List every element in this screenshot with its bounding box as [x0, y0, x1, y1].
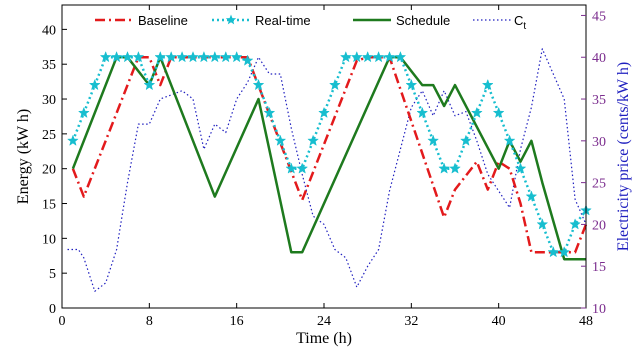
data-point: [285, 162, 298, 174]
axes: 0 8 16 24 32 40 48 0 5 10 15 20 25 30 35 40 10 15 20 25 30 35…: [15, 4, 632, 347]
x-tick-label: 48: [579, 314, 593, 329]
data-point: [121, 50, 134, 63]
data-point: [88, 78, 101, 91]
data-point: [274, 134, 287, 146]
legend-marker: [225, 14, 237, 25]
y2-tick-label: 10: [592, 302, 606, 317]
data-point: [503, 134, 516, 146]
data-point: [514, 162, 527, 174]
x-tick-label: 16: [230, 314, 244, 329]
data-point: [449, 162, 461, 174]
data-point: [318, 106, 330, 118]
data-point: [132, 50, 145, 63]
x-tick-label: 24: [317, 314, 331, 329]
data-point: [339, 50, 352, 63]
data-point: [219, 50, 232, 63]
data-point: [77, 106, 90, 118]
data-point: [547, 246, 560, 258]
data-point: [143, 78, 156, 91]
plot-frame: [61, 4, 587, 309]
data-point: [427, 134, 440, 146]
y2-tick-label: 20: [592, 218, 606, 233]
data-point: [350, 50, 363, 63]
data-point: [361, 50, 374, 63]
x-tick-label: 8: [146, 314, 153, 329]
y-tick-label: 30: [42, 93, 56, 108]
y-tick-label: 25: [42, 128, 56, 143]
y-tick-label: 0: [49, 302, 56, 317]
y-axis-title: Energy (kW h): [15, 109, 32, 204]
x-tick-label: 32: [404, 314, 418, 329]
legend-label-subscript: t: [523, 21, 526, 32]
data-point: [525, 190, 538, 202]
y-tick-label: 35: [42, 58, 56, 73]
data-point: [394, 50, 407, 63]
y-tick-label: 10: [42, 232, 56, 247]
x-tick-label: 0: [59, 314, 66, 329]
y-tick-label: 5: [49, 267, 56, 282]
series-line-price: [67, 48, 587, 292]
data-point: [252, 78, 265, 91]
data-point: [307, 134, 319, 146]
data-point: [569, 218, 581, 230]
data-point: [536, 218, 549, 230]
series-line-schedule: [71, 55, 586, 261]
data-point: [329, 78, 341, 91]
series-line-baseline: [71, 55, 588, 254]
legend-label: Schedule: [396, 13, 450, 28]
data-point: [405, 78, 418, 91]
data-point: [372, 50, 385, 63]
y-tick-label: 20: [42, 163, 56, 178]
data-point: [492, 106, 505, 118]
data-point: [383, 50, 396, 63]
legend-label: Baseline: [138, 13, 188, 28]
data-point: [165, 50, 178, 63]
data-point: [470, 106, 483, 118]
data-point: [110, 50, 123, 63]
data-point: [99, 50, 112, 63]
y2-tick-label: 15: [592, 260, 606, 275]
data-point: [481, 78, 494, 91]
y2-tick-label: 30: [592, 135, 606, 150]
data-point: [198, 50, 210, 63]
data-point: [558, 246, 571, 258]
y2-tick-label: 40: [592, 51, 606, 66]
data-point: [230, 50, 243, 63]
x-tick-label: 40: [492, 314, 506, 329]
data-point: [241, 54, 254, 66]
data-point: [263, 106, 276, 118]
data-point: [416, 106, 429, 118]
plot-area: [67, 48, 592, 292]
y2-axis-title: Electricity price (cents/kW h): [615, 62, 632, 251]
x-axis-title: Time (h): [296, 330, 352, 347]
y2-tick-label: 35: [592, 93, 606, 108]
data-point: [176, 50, 188, 63]
y2-tick-label: 45: [592, 9, 606, 24]
data-point: [208, 50, 221, 63]
data-point: [154, 50, 167, 63]
y-tick-label: 40: [42, 23, 56, 38]
legend-label: Ct: [514, 13, 526, 32]
data-point: [67, 134, 79, 146]
data-point: [296, 162, 309, 174]
data-point: [438, 162, 450, 174]
y-tick-label: 15: [42, 198, 56, 213]
y2-tick-label: 25: [592, 177, 606, 192]
data-point: [460, 134, 472, 146]
legend: Baseline Real-time Schedule Ct: [95, 13, 526, 32]
legend-label: Real-time: [255, 13, 311, 28]
data-point: [187, 50, 199, 63]
